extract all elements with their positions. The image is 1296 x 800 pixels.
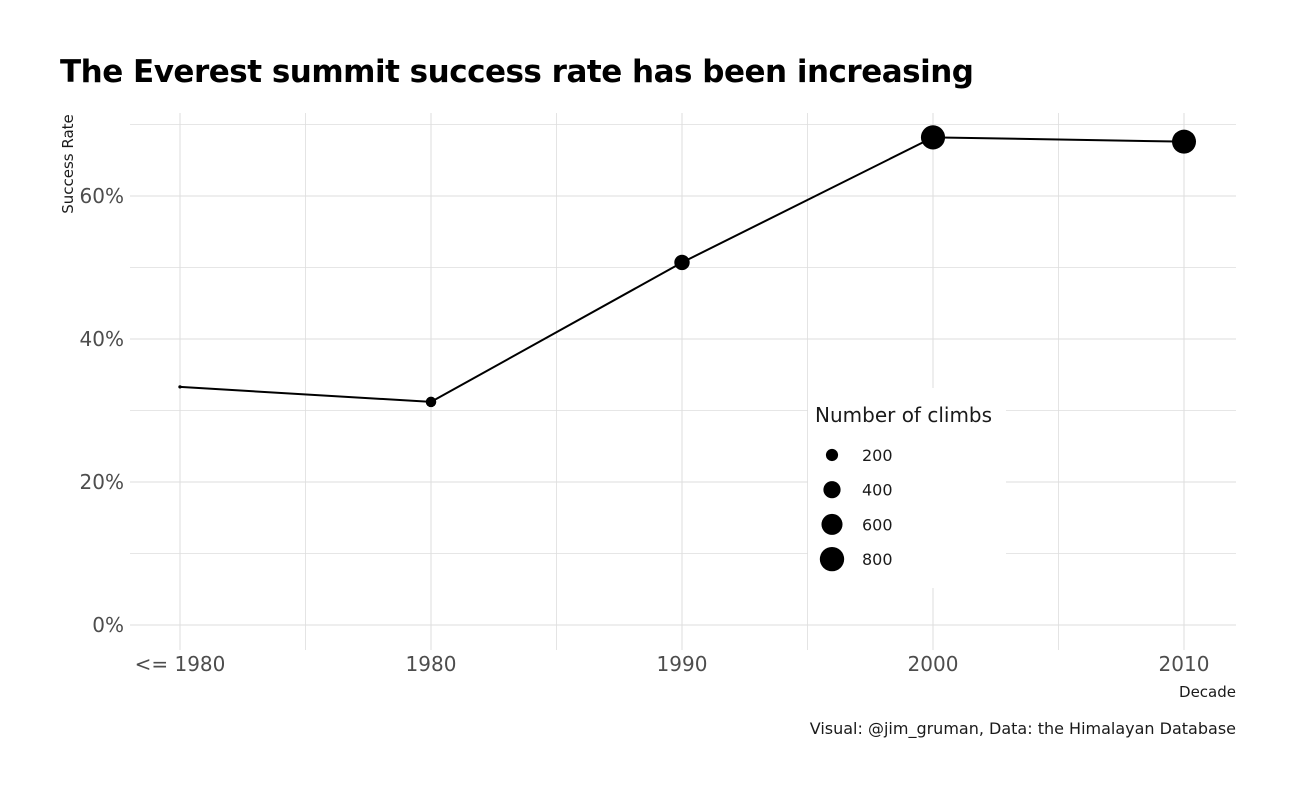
data-point — [920, 125, 946, 150]
legend-key — [823, 481, 841, 499]
data-point — [425, 396, 437, 408]
x-axis-title: Decade — [1179, 683, 1236, 701]
y-tick-label: 40% — [80, 327, 124, 351]
grid-minor — [130, 113, 1236, 650]
series-points — [178, 125, 1197, 408]
x-tick-label: 2010 — [1159, 652, 1210, 676]
size-legend: Number of climbs 200 400 600 800 — [808, 388, 1006, 588]
y-tick-label: 20% — [80, 470, 124, 494]
x-tick-label: 1980 — [406, 652, 457, 676]
legend-key — [825, 448, 839, 462]
chart-title: The Everest summit success rate has been… — [60, 54, 974, 90]
chart-caption: Visual: @jim_gruman, Data: the Himalayan… — [809, 719, 1236, 738]
y-tick-label: 60% — [80, 184, 124, 208]
x-tick-label: <= 1980 — [135, 652, 226, 676]
legend-key — [821, 513, 843, 535]
x-tick-label: 2000 — [908, 652, 959, 676]
legend-key — [819, 546, 845, 572]
x-tick-label: 1990 — [657, 652, 708, 676]
x-tick-labels: <= 1980 1980 1990 2000 2010 — [135, 652, 1210, 676]
data-point — [178, 385, 182, 389]
legend-label: 800 — [862, 550, 893, 569]
y-axis-title: Success Rate — [59, 114, 77, 214]
grid-major — [130, 113, 1236, 650]
data-point — [1171, 129, 1197, 154]
y-tick-labels: 0% 20% 40% 60% — [80, 184, 124, 637]
legend-title: Number of climbs — [815, 403, 992, 427]
legend-label: 400 — [862, 481, 893, 500]
y-tick-label: 0% — [92, 613, 124, 637]
legend-label: 600 — [862, 515, 893, 534]
data-point — [674, 254, 690, 271]
legend-label: 200 — [862, 446, 893, 465]
